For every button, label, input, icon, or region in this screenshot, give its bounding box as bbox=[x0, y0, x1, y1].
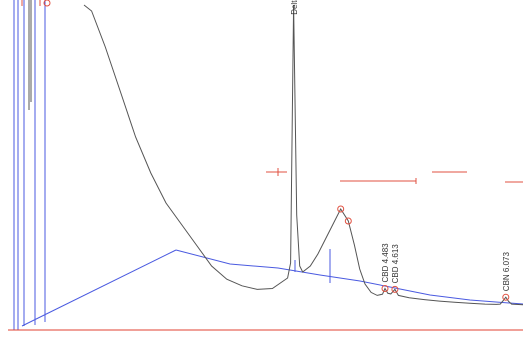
peak-apex-marker-1 bbox=[337, 205, 345, 213]
peak-label-0: Delta-9 THC bbox=[290, 0, 299, 15]
baseline-line bbox=[175, 249, 523, 305]
peak-apex-marker-2 bbox=[344, 217, 352, 225]
baseline-diagonal bbox=[21, 249, 177, 327]
chromatogram-trace bbox=[83, 4, 523, 306]
peak-marker-cbd-1 bbox=[381, 285, 389, 292]
peak-label-2: CBD 4.613 bbox=[391, 244, 400, 284]
peak-marker-cbd-2 bbox=[391, 285, 399, 293]
peak-label-3: CBN 6.073 bbox=[502, 252, 511, 292]
top-marker-circle bbox=[43, 0, 51, 7]
peak-label-1: CBD 4.483 bbox=[381, 243, 390, 283]
peak-marker-cbn-3 bbox=[502, 293, 510, 301]
